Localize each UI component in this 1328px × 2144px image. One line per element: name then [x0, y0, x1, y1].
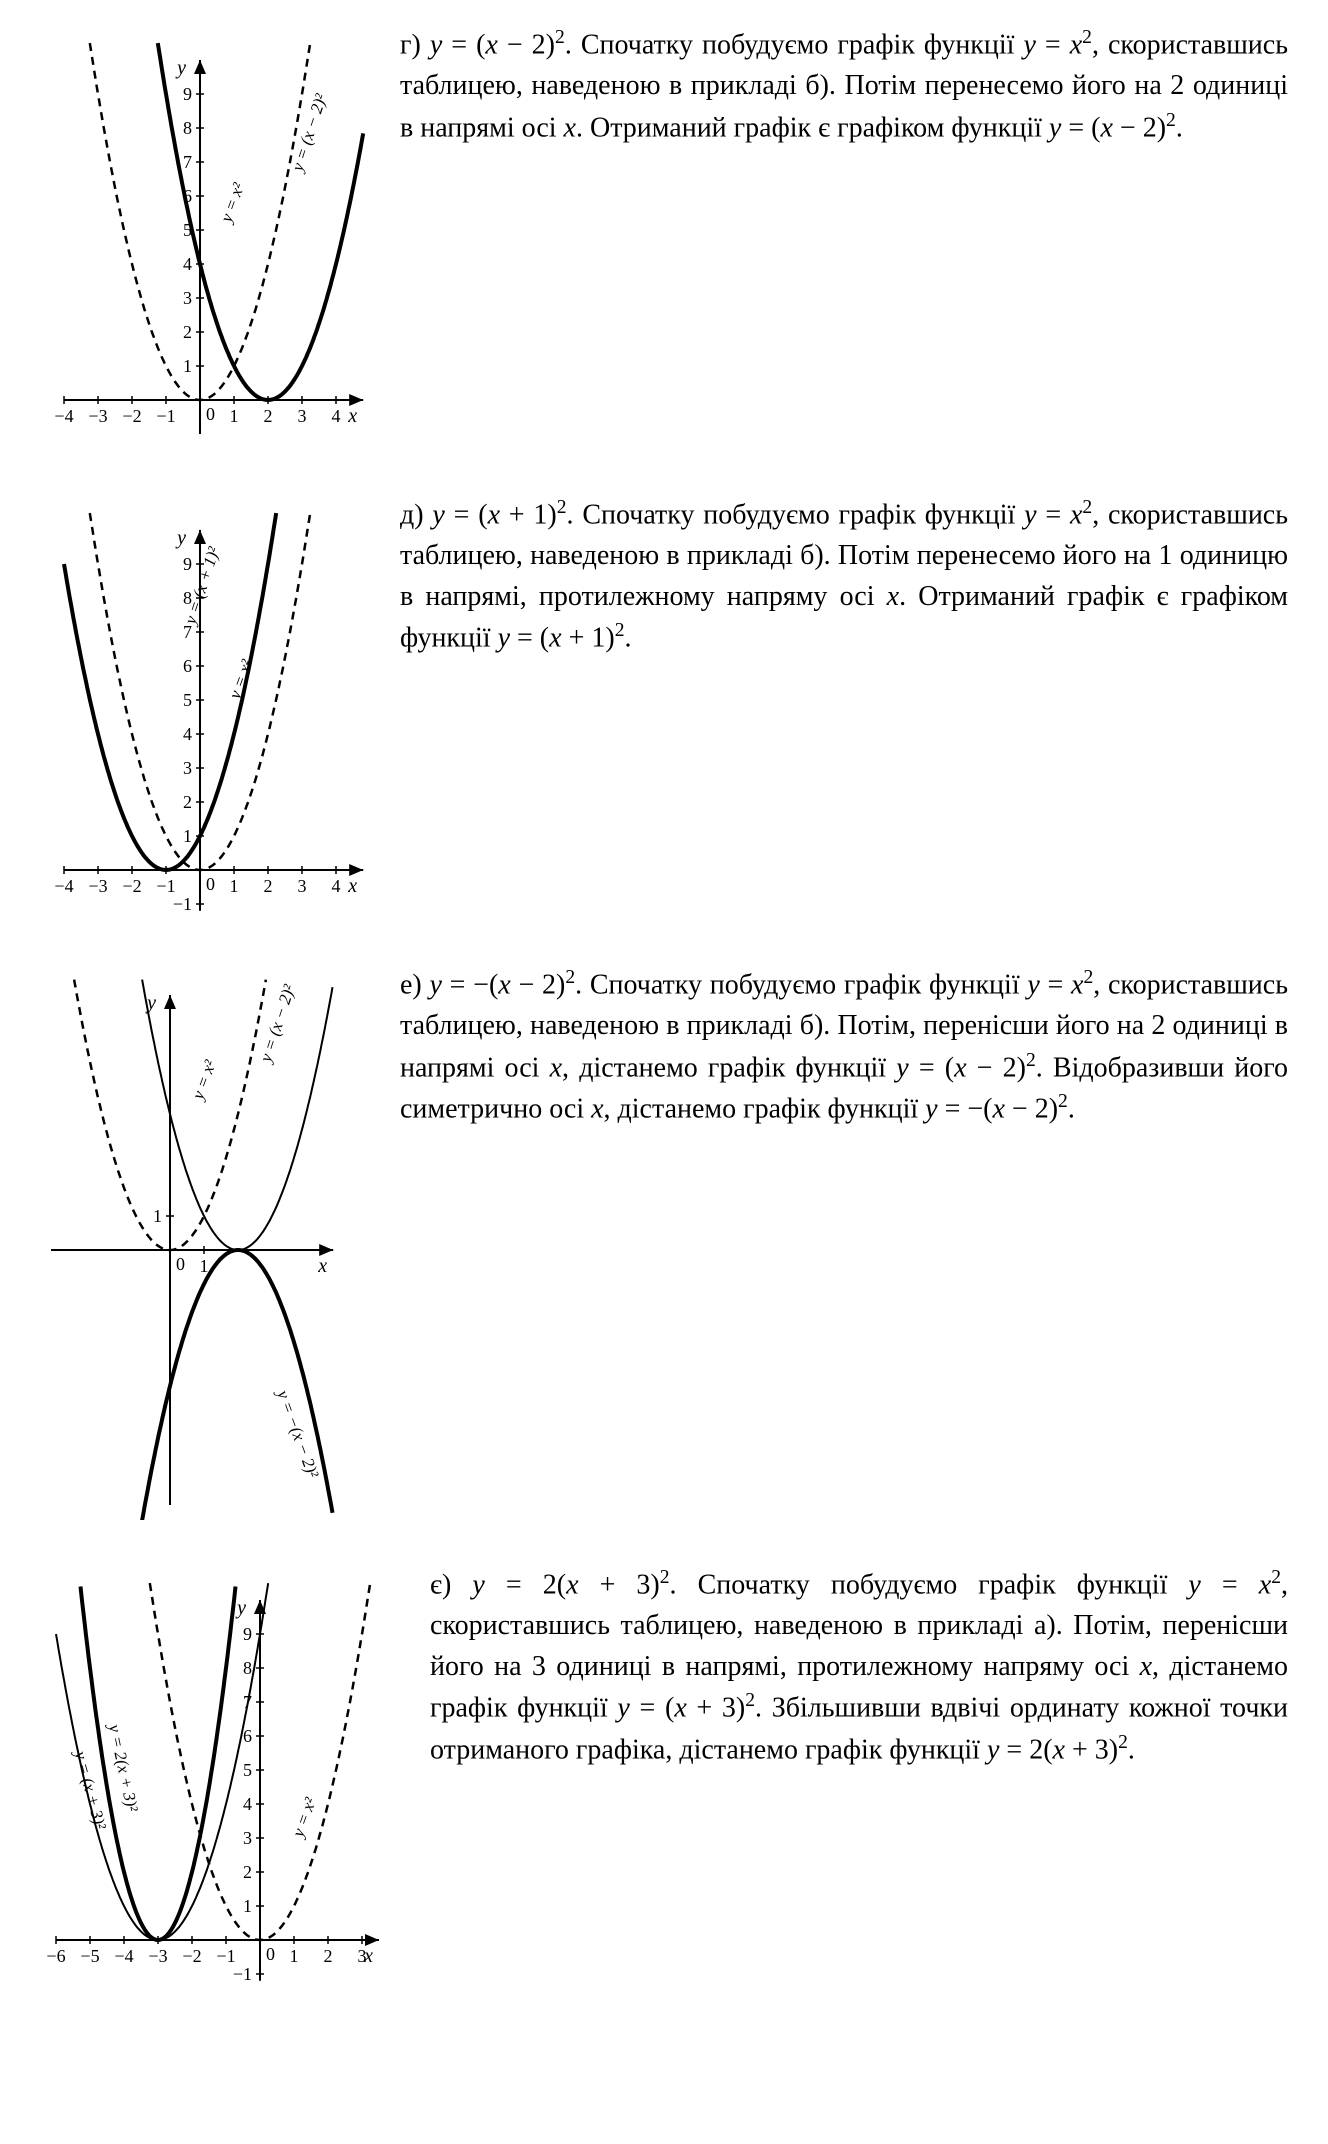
panel-text: є) y = 2(x + 3)2. Спочатку побудуємо гра… [430, 1560, 1288, 1771]
x-tick-label: −1 [156, 876, 175, 896]
y-tick-label: 2 [243, 1862, 252, 1882]
y-tick-label: 3 [183, 288, 192, 308]
y-axis-label: y [175, 57, 186, 79]
x-tick-label: 4 [332, 406, 341, 426]
chart-g: −4−3−2−112341234567890xyy = x²y = (x − 2… [30, 20, 370, 450]
chart-e: 110xyy = x²y = (x − 2)²y = −(x − 2)² [30, 960, 370, 1520]
x-tick-label: 2 [264, 876, 273, 896]
panel-ye: −6−5−4−3−2−1123123456789−10xyy = x²y = (… [30, 1560, 1288, 2000]
chart-ye: −6−5−4−3−2−1123123456789−10xyy = x²y = (… [30, 1560, 400, 2000]
y-axis-label: y [235, 1597, 246, 1619]
y-tick-label: 1 [183, 826, 192, 846]
x-tick-label: −1 [156, 406, 175, 426]
x-axis-label: x [347, 405, 357, 427]
x-axis-label: x [317, 1255, 327, 1277]
origin-label: 0 [206, 404, 215, 424]
x-tick-label: −3 [88, 406, 107, 426]
panel-text: г) y = (x − 2)2. Спочатку побудуємо граф… [400, 20, 1288, 148]
panel-g: −4−3−2−112341234567890xyy = x²y = (x − 2… [30, 20, 1288, 450]
panel-text: д) y = (x + 1)2. Спочатку побудуємо граф… [400, 490, 1288, 659]
y-tick-label: 4 [243, 1794, 252, 1814]
x-tick-label: 1 [230, 406, 239, 426]
y-tick-label: 9 [243, 1624, 252, 1644]
panel-d: −4−3−2−11234123456789−10xyy = x²y = (x +… [30, 490, 1288, 920]
y-tick-label: 9 [183, 554, 192, 574]
x-tick-label: −4 [54, 876, 73, 896]
x-tick-label: −1 [216, 1946, 235, 1966]
x-tick-label: −3 [88, 876, 107, 896]
panel-text: е) y = −(x − 2)2. Спочатку побудуємо гра… [400, 960, 1288, 1130]
x-tick-label: −2 [122, 876, 141, 896]
x-tick-label: 2 [324, 1946, 333, 1966]
curve-shifted [64, 513, 276, 870]
y-tick-label: 5 [243, 1760, 252, 1780]
y-tick-label: 9 [183, 84, 192, 104]
y-tick-label: −1 [173, 894, 192, 914]
y-tick-label: 6 [243, 1726, 252, 1746]
curve-label-base: y = x² [188, 1057, 221, 1104]
x-axis-label: x [363, 1945, 373, 1967]
x-tick-label: 2 [264, 406, 273, 426]
x-tick-label: 3 [298, 876, 307, 896]
y-tick-label: 1 [243, 1896, 252, 1916]
origin-label: 0 [176, 1254, 185, 1274]
origin-label: 0 [266, 1944, 275, 1964]
curve-label-shifted: y = (x − 2)² [287, 91, 331, 176]
x-axis-label: x [347, 875, 357, 897]
y-tick-label: 8 [243, 1658, 252, 1678]
x-tick-label: 1 [230, 876, 239, 896]
y-axis-label: y [175, 527, 186, 549]
y-tick-label: 1 [183, 356, 192, 376]
y-tick-label: 8 [183, 118, 192, 138]
y-tick-label: 1 [153, 1206, 162, 1226]
y-tick-label: 2 [183, 792, 192, 812]
y-tick-label: 4 [183, 724, 192, 744]
chart-d: −4−3−2−11234123456789−10xyy = x²y = (x +… [30, 490, 370, 920]
x-tick-label: −2 [122, 406, 141, 426]
y-tick-label: 3 [243, 1828, 252, 1848]
page: −4 −3 −2 −1 1 2 3 4 1 2 3 4 5 6 7 8 9 0 x y y = x² y = (x − 2… [0, 0, 1328, 2100]
y-tick-label: 2 [183, 322, 192, 342]
x-tick-label: 3 [298, 406, 307, 426]
y-tick-label: 7 [183, 622, 192, 642]
y-tick-label: 3 [183, 758, 192, 778]
x-tick-label: −4 [54, 406, 73, 426]
y-tick-label: −1 [233, 1964, 252, 1984]
y-tick-label: 5 [183, 690, 192, 710]
y-tick-label: 6 [183, 656, 192, 676]
y-tick-label: 7 [183, 152, 192, 172]
x-tick-label: −4 [114, 1946, 133, 1966]
x-tick-label: −6 [46, 1946, 65, 1966]
curve-label-base: y = x² [216, 179, 249, 226]
x-tick-label: −5 [80, 1946, 99, 1966]
x-tick-label: −2 [182, 1946, 201, 1966]
x-tick-label: −3 [148, 1946, 167, 1966]
curve-label-base: y = x² [224, 656, 257, 703]
curve-label-base: y = x² [288, 1794, 321, 1841]
x-tick-label: 4 [332, 876, 341, 896]
panel-e: 110xyy = x²y = (x − 2)²y = −(x − 2)²е) y… [30, 960, 1288, 1520]
y-tick-label: 4 [183, 254, 192, 274]
x-tick-label: 1 [200, 1256, 209, 1276]
origin-label: 0 [206, 874, 215, 894]
curve-label-shifted: y = (x − 2)² [255, 981, 299, 1066]
x-tick-label: 1 [290, 1946, 299, 1966]
